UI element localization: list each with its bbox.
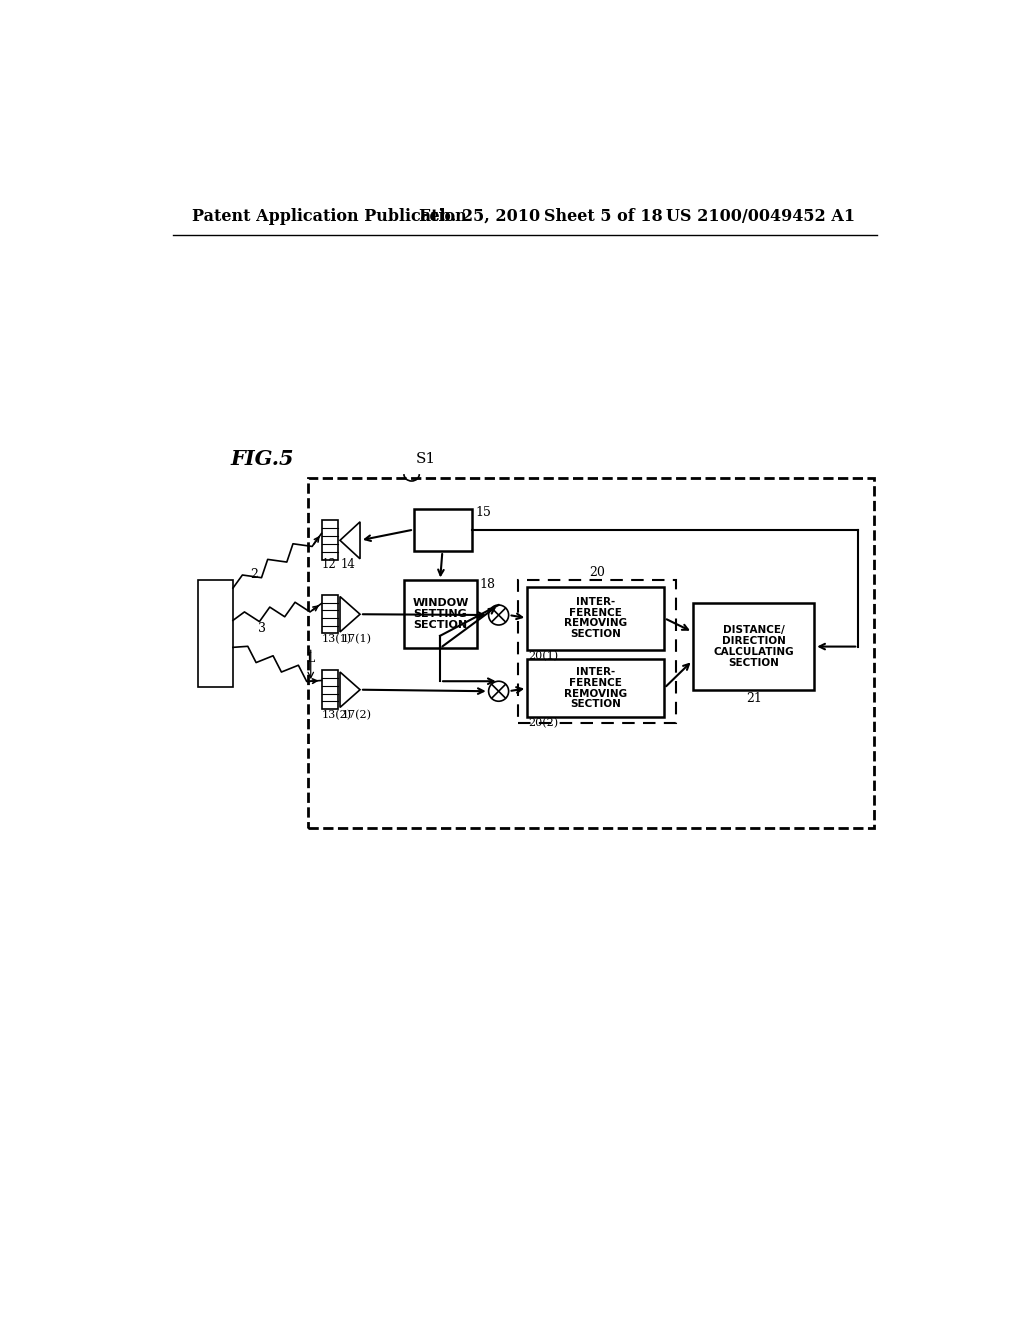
Text: 14: 14 xyxy=(341,557,355,570)
Bar xyxy=(403,581,477,648)
Text: FIG.5: FIG.5 xyxy=(230,449,294,469)
Text: 13(2): 13(2) xyxy=(322,710,351,721)
Text: DISTANCE/: DISTANCE/ xyxy=(723,626,784,635)
Text: REMOVING: REMOVING xyxy=(564,619,628,628)
Bar xyxy=(518,581,676,723)
Text: REMOVING: REMOVING xyxy=(564,689,628,698)
Bar xyxy=(527,659,665,718)
Text: CALCULATING: CALCULATING xyxy=(713,647,794,657)
Text: INTER-: INTER- xyxy=(577,597,615,607)
Text: 13(1): 13(1) xyxy=(322,634,351,644)
Text: FERENCE: FERENCE xyxy=(569,607,622,618)
Bar xyxy=(527,586,665,649)
Text: S1: S1 xyxy=(416,451,435,466)
Text: 2: 2 xyxy=(250,568,258,581)
Text: Feb. 25, 2010: Feb. 25, 2010 xyxy=(419,207,541,224)
Text: 18: 18 xyxy=(479,578,496,591)
Polygon shape xyxy=(340,521,360,558)
Text: Patent Application Publication: Patent Application Publication xyxy=(193,207,467,224)
Text: 12: 12 xyxy=(322,557,336,570)
Text: 21: 21 xyxy=(745,693,762,705)
Text: 20: 20 xyxy=(589,566,604,579)
Text: L: L xyxy=(306,652,314,665)
Text: 15: 15 xyxy=(475,506,492,519)
Text: 17(2): 17(2) xyxy=(342,710,372,721)
Text: SECTION: SECTION xyxy=(570,700,622,709)
Text: 3: 3 xyxy=(258,622,265,635)
Text: INTER-: INTER- xyxy=(577,667,615,677)
Bar xyxy=(199,579,233,688)
Text: Sheet 5 of 18: Sheet 5 of 18 xyxy=(544,207,663,224)
Text: SECTION: SECTION xyxy=(728,657,779,668)
Bar xyxy=(322,520,339,561)
Text: 17(1): 17(1) xyxy=(342,634,372,644)
Text: DIRECTION: DIRECTION xyxy=(722,636,785,647)
Text: FERENCE: FERENCE xyxy=(569,677,622,688)
Polygon shape xyxy=(340,597,360,632)
Text: SETTING: SETTING xyxy=(414,610,467,619)
Text: 20(1): 20(1) xyxy=(528,651,559,661)
Text: SECTION: SECTION xyxy=(570,630,622,639)
Bar xyxy=(414,508,472,552)
Bar xyxy=(322,595,339,634)
Text: 20(2): 20(2) xyxy=(528,718,559,729)
Bar xyxy=(322,671,339,709)
Text: WINDOW: WINDOW xyxy=(413,598,469,609)
Text: SECTION: SECTION xyxy=(414,620,468,630)
Bar xyxy=(307,478,873,829)
Polygon shape xyxy=(340,672,360,708)
Text: US 2100/0049452 A1: US 2100/0049452 A1 xyxy=(666,207,855,224)
Bar xyxy=(692,603,814,689)
